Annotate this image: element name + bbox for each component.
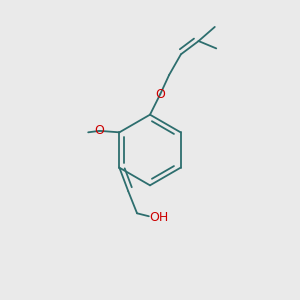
Text: OH: OH [149, 211, 169, 224]
Text: O: O [155, 88, 165, 100]
Text: O: O [94, 124, 104, 137]
